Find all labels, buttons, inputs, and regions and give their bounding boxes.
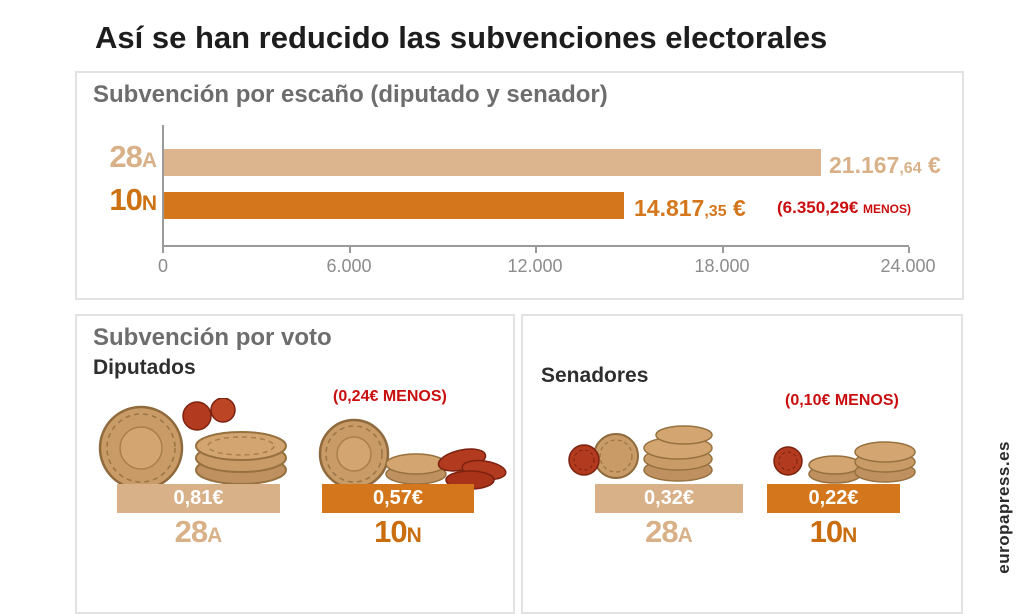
diputados-10n-label: 10N: [322, 514, 474, 550]
value-dec: ,64: [899, 160, 922, 177]
x-tick-6000: [349, 247, 351, 253]
x-tick-18000: [722, 247, 724, 253]
label-num: 28: [645, 514, 678, 549]
x-tick-0: [162, 247, 164, 253]
x-tick-label-24000: 24.000: [880, 256, 936, 276]
vote-panel-heading: Subvención por voto: [93, 324, 332, 351]
x-axis-line: [162, 245, 909, 247]
bar-label-10n-suffix: N: [141, 192, 157, 215]
diputados-28a-coins-icon: [89, 397, 299, 491]
x-tick-label-6000: 6.000: [326, 256, 372, 276]
diff-amount: (0,24€: [333, 388, 383, 405]
vote-subsidy-panel-diputados: Subvención por voto Diputados (0,24€ MEN…: [75, 314, 515, 614]
senadores-28a-label: 28A: [595, 514, 743, 550]
y-axis-line: [162, 125, 164, 247]
diff-amount: (0,10€: [785, 392, 835, 409]
x-tick-label-18000: 18.000: [694, 256, 750, 276]
senadores-diff-annotation: (0,10€ MENOS): [785, 392, 899, 410]
seat-panel-heading: Subvención por escaño (diputado y senado…: [93, 81, 608, 108]
label-num: 10: [809, 514, 843, 549]
diff-amount: (6.350,29€: [777, 198, 864, 217]
value-int: 14.817: [634, 195, 705, 221]
bar-label-28a-suffix: A: [141, 149, 157, 172]
x-tick-12000: [535, 247, 537, 253]
label-suffix: A: [677, 524, 693, 547]
label-num: 10: [374, 514, 407, 549]
diff-menos: MENOS): [834, 392, 899, 409]
seat-diff-annotation: (6.350,29€ MENOS): [777, 198, 911, 218]
diputados-diff-annotation: (0,24€ MENOS): [333, 388, 447, 406]
bar-10n: [164, 192, 624, 219]
diputados-10n-coins-icon: [312, 412, 512, 492]
x-tick-label-12000: 12.000: [507, 256, 563, 276]
bar-28a: [164, 149, 821, 176]
diff-menos: MENOS): [863, 202, 912, 216]
x-tick-24000: [908, 247, 910, 253]
diputados-28a-label: 28A: [117, 514, 280, 550]
diff-menos: MENOS): [382, 388, 447, 405]
x-tick-label-0: 0: [157, 256, 168, 276]
value-currency: €: [726, 195, 746, 221]
label-suffix: N: [842, 524, 858, 547]
senadores-28a-value-badge: 0,32€: [595, 484, 743, 513]
senadores-10n-label: 10N: [767, 514, 900, 550]
seat-subsidy-panel: Subvención por escaño (diputado y senado…: [75, 71, 964, 300]
page-title: Así se han reducido las subvenciones ele…: [95, 20, 828, 55]
bar-label-28a: 28A: [81, 139, 157, 175]
senadores-28a-coins-icon: [558, 404, 738, 489]
value-int: 21.167: [829, 152, 900, 178]
value-currency: €: [921, 152, 941, 178]
label-suffix: N: [406, 524, 422, 547]
value-dec: ,35: [704, 203, 727, 220]
bar-label-10n: 10N: [81, 182, 157, 218]
bar-label-28a-num: 28: [109, 139, 142, 174]
source-watermark: europapress.es: [994, 441, 1013, 574]
bar-value-28a: 21.167,64 €: [829, 152, 941, 179]
vote-subsidy-panel-senadores: Senadores (0,10€ MENOS): [521, 314, 963, 614]
group-label-senadores: Senadores: [541, 364, 649, 387]
senadores-10n-coins-icon: [763, 416, 933, 491]
group-label-diputados: Diputados: [93, 356, 196, 379]
diputados-10n-value-badge: 0,57€: [322, 484, 474, 513]
label-num: 28: [174, 514, 208, 549]
bar-value-10n: 14.817,35 €: [634, 195, 746, 222]
bar-label-10n-num: 10: [109, 182, 142, 217]
label-suffix: A: [207, 524, 223, 547]
diputados-28a-value-badge: 0,81€: [117, 484, 280, 513]
senadores-10n-value-badge: 0,22€: [767, 484, 900, 513]
